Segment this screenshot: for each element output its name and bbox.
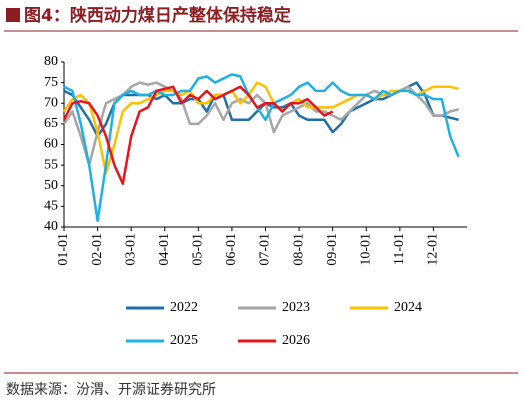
x-tick-label: 07-01 xyxy=(258,233,273,266)
y-tick-label: 55 xyxy=(44,157,58,172)
y-tick-label: 40 xyxy=(44,219,58,234)
x-tick-label: 01-01 xyxy=(56,233,71,266)
y-tick-label: 45 xyxy=(44,199,58,214)
series-line xyxy=(62,85,334,185)
x-tick-label: 06-01 xyxy=(224,233,239,266)
x-tick-label: 03-01 xyxy=(123,233,138,266)
series-line xyxy=(63,73,460,223)
y-tick-label: 50 xyxy=(44,178,58,193)
x-tick-label: 02-01 xyxy=(90,233,105,266)
y-tick-label: 70 xyxy=(44,95,58,110)
title-icon xyxy=(6,8,20,22)
x-tick-label: 09-01 xyxy=(325,233,340,266)
y-tick-label: 75 xyxy=(44,75,58,90)
chart-title: 图4：陕西动力煤日产整体保持稳定 xyxy=(24,5,291,26)
x-tick-label: 12-01 xyxy=(426,233,441,266)
y-tick-label: 80 xyxy=(44,54,58,69)
legend-label: 2022 xyxy=(170,300,198,315)
x-tick-label: 05-01 xyxy=(191,233,206,266)
x-tick-label: 04-01 xyxy=(157,233,172,266)
legend-label: 2026 xyxy=(282,333,310,348)
x-tick-label: 10-01 xyxy=(358,233,373,266)
legend-label: 2025 xyxy=(170,333,198,348)
legend-label: 2024 xyxy=(394,300,422,315)
y-tick-label: 60 xyxy=(44,137,58,152)
y-tick-label: 65 xyxy=(44,116,58,131)
x-tick-label: 08-01 xyxy=(291,233,306,266)
x-tick-label: 11-01 xyxy=(392,233,407,265)
series-line xyxy=(62,81,459,175)
source-note: 数据来源：汾渭、开源证券研究所 xyxy=(6,382,216,398)
legend-label: 2023 xyxy=(282,300,310,315)
